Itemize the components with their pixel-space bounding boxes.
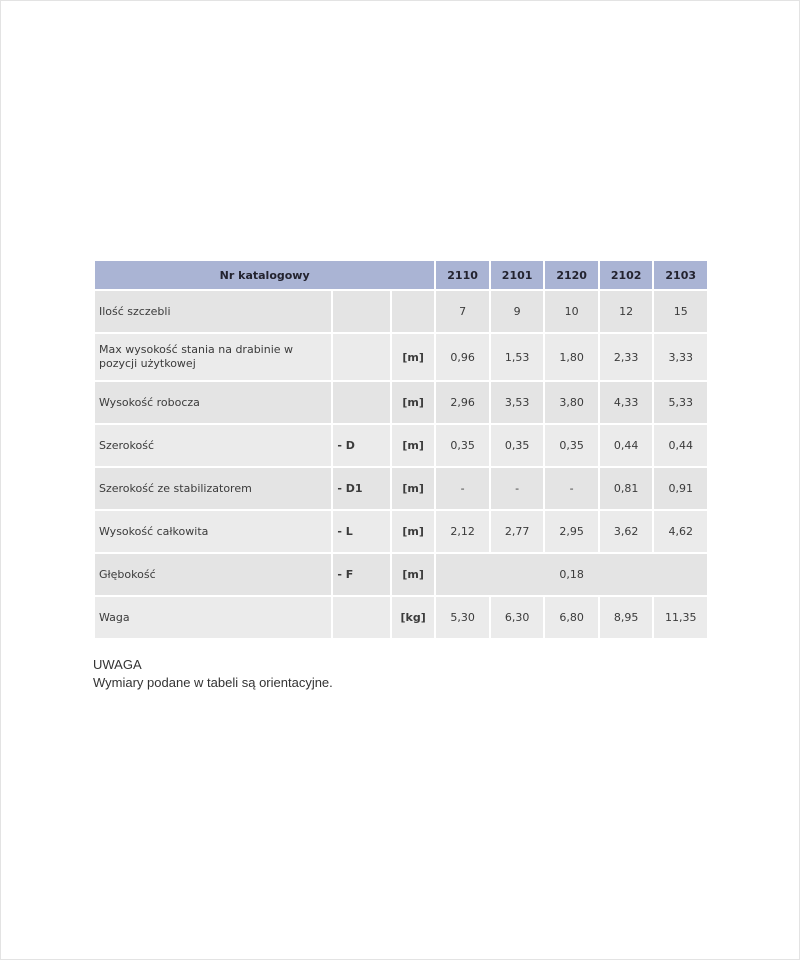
value-cell: 1,80 [545,334,598,380]
row-letter [333,382,390,423]
value-cell: - [436,468,489,509]
value-cell: 2,33 [599,334,653,380]
row-unit: [m] [391,468,435,509]
note-title: UWAGA [93,657,142,672]
spec-table-container: Nr katalogowy 2110 2101 2120 2102 2103 I… [93,259,713,640]
value-cell: 8,95 [599,597,653,638]
row-letter [333,597,390,638]
note: UWAGA Wymiary podane w tabeli są orienta… [93,656,333,692]
row-unit: [m] [391,554,435,595]
table-row-weight: Waga [kg] 5,30 6,30 6,80 8,95 11,35 [95,597,707,638]
value-cell: 12 [599,291,653,332]
value-cell: 4,62 [654,511,707,552]
table-row-total-height: Wysokość całkowita - L [m] 2,12 2,77 2,9… [95,511,707,552]
value-cell: - [545,468,598,509]
value-cell: 0,44 [599,425,653,466]
value-cell: 0,35 [545,425,598,466]
table-row-width-with-stabilizer: Szerokość ze stabilizatorem - D1 [m] - -… [95,468,707,509]
row-letter: - L [333,511,390,552]
value-cell: 6,30 [490,597,544,638]
header-col-2101: 2101 [490,261,544,289]
row-label: Szerokość ze stabilizatorem [95,468,332,509]
table-row-max-standing-height: Max wysokość stania na drabinie w pozycj… [95,334,707,380]
table-row-depth: Głębokość - F [m] 0,18 [95,554,707,595]
header-col-2102: 2102 [599,261,653,289]
header-col-2120: 2120 [545,261,598,289]
value-cell: 3,62 [599,511,653,552]
row-label: Waga [95,597,332,638]
value-cell: 0,91 [654,468,707,509]
row-unit: [m] [391,511,435,552]
table-row-working-height: Wysokość robocza [m] 2,96 3,53 3,80 4,33… [95,382,707,423]
row-letter: - D [333,425,390,466]
value-cell: 11,35 [654,597,707,638]
value-cell: 2,12 [436,511,489,552]
row-letter: - D1 [333,468,390,509]
value-cell: 3,53 [490,382,544,423]
value-cell: 5,33 [654,382,707,423]
row-letter [333,291,390,332]
value-cell: 3,80 [545,382,598,423]
row-unit: [kg] [391,597,435,638]
header-col-2103: 2103 [654,261,707,289]
value-cell: 0,81 [599,468,653,509]
row-label: Max wysokość stania na drabinie w pozycj… [95,334,332,380]
value-cell: 5,30 [436,597,489,638]
row-unit: [m] [391,382,435,423]
value-cell: - [490,468,544,509]
row-label: Wysokość całkowita [95,511,332,552]
value-cell: 0,35 [436,425,489,466]
value-cell: 3,33 [654,334,707,380]
value-cell: 1,53 [490,334,544,380]
row-label: Ilość szczebli [95,291,332,332]
row-unit: [m] [391,425,435,466]
header-col-2110: 2110 [436,261,489,289]
value-cell: 9 [490,291,544,332]
row-unit [391,291,435,332]
row-letter: - F [333,554,390,595]
row-label: Wysokość robocza [95,382,332,423]
row-label: Głębokość [95,554,332,595]
value-cell: 0,96 [436,334,489,380]
value-cell: 6,80 [545,597,598,638]
table-row-width: Szerokość - D [m] 0,35 0,35 0,35 0,44 0,… [95,425,707,466]
value-cell: 4,33 [599,382,653,423]
note-text: Wymiary podane w tabeli są orientacyjne. [93,675,333,690]
value-cell: 0,44 [654,425,707,466]
row-label: Szerokość [95,425,332,466]
row-letter [333,334,390,380]
value-cell: 7 [436,291,489,332]
value-cell: 10 [545,291,598,332]
value-cell: 15 [654,291,707,332]
value-cell: 2,96 [436,382,489,423]
value-cell-span: 0,18 [436,554,707,595]
value-cell: 2,77 [490,511,544,552]
table-header-row: Nr katalogowy 2110 2101 2120 2102 2103 [95,261,707,289]
spec-table: Nr katalogowy 2110 2101 2120 2102 2103 I… [93,259,709,640]
table-row-rungs: Ilość szczebli 7 9 10 12 15 [95,291,707,332]
value-cell: 2,95 [545,511,598,552]
row-unit: [m] [391,334,435,380]
value-cell: 0,35 [490,425,544,466]
header-catalog-label: Nr katalogowy [95,261,435,289]
